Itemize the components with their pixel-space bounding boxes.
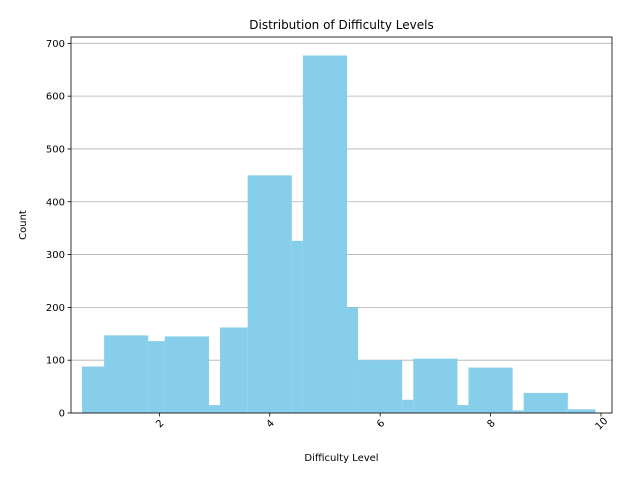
- bar: [104, 335, 149, 413]
- bar: [457, 405, 469, 413]
- axes-frame: [70, 36, 613, 414]
- y-tick-label: 200: [46, 303, 65, 314]
- bar: [302, 55, 348, 413]
- bar: [358, 360, 403, 413]
- bar: [247, 175, 292, 413]
- x-tick-label: 4: [265, 418, 277, 430]
- x-tick-label: 10: [594, 416, 611, 433]
- bar: [209, 405, 221, 413]
- x-tick-label: 8: [485, 418, 497, 430]
- bars-group: [82, 55, 596, 413]
- bar: [512, 410, 524, 413]
- y-tick-label: 100: [46, 356, 65, 367]
- y-tick-label: 400: [46, 197, 65, 208]
- x-axis-label: Difficulty Level: [304, 453, 378, 464]
- bar: [468, 367, 513, 413]
- y-axis-ticks: 0 100 200 300 400 500 600 700: [46, 39, 71, 420]
- x-axis-ticks: 2 4 6 8 10: [154, 413, 610, 432]
- y-tick-label: 700: [46, 39, 65, 50]
- bar: [347, 307, 359, 413]
- bar: [413, 358, 458, 413]
- y-tick-label: 500: [46, 144, 65, 155]
- bar: [291, 240, 303, 413]
- x-tick-label: 6: [375, 418, 387, 430]
- bar: [402, 399, 414, 413]
- y-tick-label: 600: [46, 92, 65, 103]
- bar: [220, 327, 248, 413]
- bar: [164, 336, 210, 413]
- chart-title: Distribution of Difficulty Levels: [249, 18, 433, 32]
- x-tick-label: 2: [154, 418, 166, 430]
- bar: [567, 409, 596, 413]
- bar: [523, 392, 568, 413]
- y-tick-label: 300: [46, 250, 65, 261]
- y-axis-label: Count: [18, 210, 29, 240]
- y-tick-label: 0: [59, 409, 65, 420]
- bar: [148, 341, 165, 413]
